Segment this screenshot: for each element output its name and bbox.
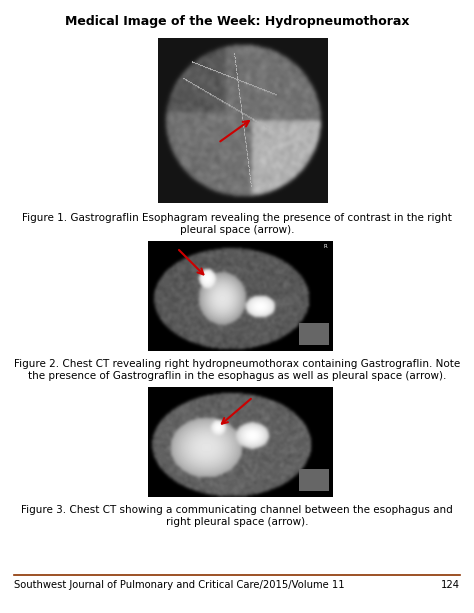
Text: the presence of Gastrograflin in the esophagus as well as pleural space (arrow).: the presence of Gastrograflin in the eso…: [28, 371, 446, 381]
Text: Figure 1. Gastrograflin Esophagram revealing the presence of contrast in the rig: Figure 1. Gastrograflin Esophagram revea…: [22, 213, 452, 223]
Text: R: R: [324, 245, 328, 249]
Text: Figure 3. Chest CT showing a communicating channel between the esophagus and: Figure 3. Chest CT showing a communicati…: [21, 505, 453, 515]
Text: pleural space (arrow).: pleural space (arrow).: [180, 225, 294, 235]
Text: Southwest Journal of Pulmonary and Critical Care/2015/Volume 11: Southwest Journal of Pulmonary and Criti…: [14, 580, 345, 590]
Text: 124: 124: [441, 580, 460, 590]
Text: Medical Image of the Week: Hydropneumothorax: Medical Image of the Week: Hydropneumoth…: [65, 15, 409, 28]
Text: Figure 2. Chest CT revealing right hydropneumothorax containing Gastrograflin. N: Figure 2. Chest CT revealing right hydro…: [14, 359, 460, 369]
Text: right pleural space (arrow).: right pleural space (arrow).: [166, 517, 308, 527]
